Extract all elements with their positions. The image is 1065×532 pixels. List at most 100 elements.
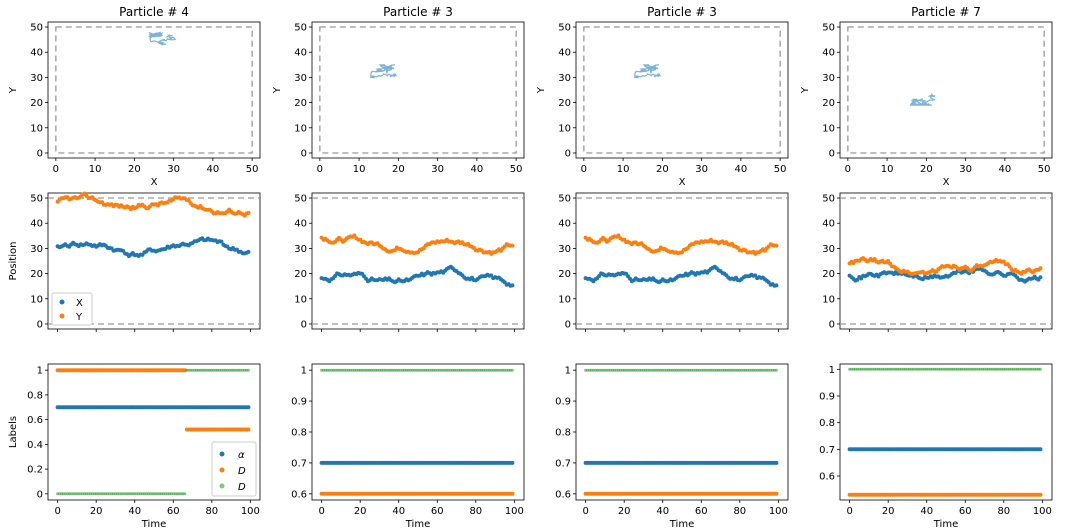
data-point [1038,275,1043,280]
y-tick-label: 0.6 [291,489,307,500]
y-tick-label: 40 [822,48,835,59]
x-tick-label: 40 [471,164,484,175]
label-point [774,491,779,496]
x-tick-label: 50 [774,164,787,175]
y-tick-label: 10 [294,123,307,134]
trajectory-line [370,64,397,79]
legend: XY [51,292,93,326]
axes-frame [311,363,525,501]
y-tick-label: 40 [294,48,307,59]
axes-frame [575,21,789,159]
y-tick-label: 40 [30,219,43,230]
data-point [246,210,251,215]
boundary-box [319,26,517,154]
y-tick-label: 0.7 [555,458,571,469]
y-tick-label: 20 [558,98,571,109]
axes-frame [311,192,525,330]
subplot-6: 0 10 20 30 40 50 [294,192,525,332]
y-tick-label: 40 [558,219,571,230]
x-tick-label: 60 [431,506,444,517]
label-point [246,368,250,372]
y-tick-label: 0.6 [555,489,571,500]
y-tick-label: 0.8 [27,390,43,401]
axes-frame [47,21,261,159]
x-axis-label: X [943,177,950,188]
chart-title: Particle # 3 [647,5,717,19]
y-axis-label: Labels [8,416,19,448]
x-axis-label: X [151,177,158,188]
x-tick-label: 10 [353,164,366,175]
y-tick-label: 10 [294,294,307,305]
y-tick-label: 50 [558,23,571,34]
y-tick-label: 0 [829,319,835,330]
label-point [510,368,514,372]
legend: αDD [211,441,257,497]
y-tick-label: 30 [558,73,571,84]
y-tick-label: 0 [37,148,43,159]
y-tick-label: 10 [30,294,43,305]
y-tick-label: 30 [30,73,43,84]
y-tick-label: 0 [565,148,571,159]
x-tick-label: 0 [53,164,59,175]
y-tick-label: 20 [822,269,835,280]
label-point [774,368,778,372]
y-tick-label: 40 [822,219,835,230]
x-tick-label: 40 [735,164,748,175]
y-axis-label: Y [800,86,811,94]
x-tick-label: 10 [89,164,102,175]
data-point [774,243,779,248]
chart-title: Particle # 7 [911,5,981,19]
x-tick-label: 30 [431,164,444,175]
legend-marker [59,299,65,305]
x-tick-label: 40 [207,164,220,175]
x-tick-label: 20 [656,164,669,175]
y-tick-label: 20 [294,98,307,109]
axes-frame [311,21,525,159]
y-tick-label: 0 [37,489,43,500]
x-tick-label: 0 [318,506,324,517]
y-tick-label: 0.9 [291,397,307,408]
y-tick-label: 0 [565,319,571,330]
subplot-8: 0 10 20 30 40 50 [822,192,1053,332]
x-tick-label: 0 [581,164,587,175]
y-tick-label: 0.7 [819,445,835,456]
axes-frame [575,363,789,501]
legend-frame [51,292,93,326]
x-tick-label: 80 [733,506,746,517]
data-point [352,233,357,238]
y-tick-label: 30 [294,73,307,84]
y-tick-label: 0 [301,148,307,159]
axes-frame [47,192,261,330]
y-axis-label: Y [8,86,19,94]
subplot-4: 0 10 20 30 40 50 0 10 20 30 40 50 Particle # 7 X Y [800,5,1053,188]
x-tick-label: 100 [505,506,524,517]
legend-label: α [238,450,245,461]
y-tick-label: 20 [294,269,307,280]
label-point [1038,367,1042,371]
label-point [246,427,251,432]
data-point [510,283,515,288]
y-tick-label: 0.2 [27,465,43,476]
y-tick-label: 0.8 [291,428,307,439]
label-point [1038,447,1043,452]
trajectory-line [910,92,936,106]
x-axis-label: Time [405,519,430,530]
y-tick-label: 20 [30,269,43,280]
axes-frame [839,21,1053,159]
data-point [1038,266,1043,271]
y-axis-label: Position [8,242,19,281]
axes-frame [839,363,1053,501]
x-tick-label: 30 [695,164,708,175]
y-tick-label: 10 [30,123,43,134]
label-point [246,405,251,410]
x-tick-label: 80 [997,506,1010,517]
boundary-box [55,26,253,154]
y-tick-label: 0.8 [819,418,835,429]
y-tick-label: 30 [558,244,571,255]
y-tick-label: 50 [822,23,835,34]
x-axis-label: Time [141,519,166,530]
y-axis-label: Y [536,86,547,94]
legend-label: D [238,482,246,493]
x-axis-label: Time [669,519,694,530]
